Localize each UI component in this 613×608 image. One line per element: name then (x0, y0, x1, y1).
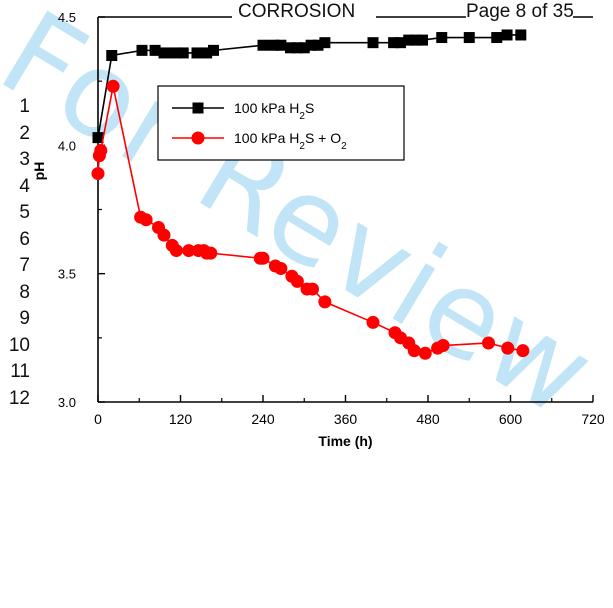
data-point (407, 344, 421, 358)
line-number: 9 (19, 308, 30, 329)
journal-title: CORROSION (238, 1, 356, 22)
line-number: 2 (19, 122, 30, 144)
data-point (388, 37, 400, 49)
data-point (366, 315, 380, 329)
data-point (291, 42, 303, 54)
data-point (201, 47, 213, 59)
data-point (268, 39, 280, 51)
x-tick-label: 480 (416, 411, 440, 427)
data-point (177, 47, 189, 59)
data-point (169, 244, 183, 258)
data-point (169, 47, 181, 59)
data-point (208, 44, 219, 56)
data-point (395, 37, 406, 49)
data-point (312, 39, 324, 51)
legend: 100 kPa H2S 100 kPa H2S + O2 (157, 85, 405, 161)
page-number: Page 8 of 35 (466, 1, 574, 22)
series-layer (91, 29, 530, 360)
data-point (182, 244, 196, 258)
data-point (106, 50, 118, 61)
data-point (275, 39, 287, 51)
data-point (515, 29, 527, 41)
line-number: 4 (19, 175, 30, 197)
data-point (257, 39, 269, 51)
data-point (136, 44, 148, 56)
axis-ticks: 0 120 240 360 480 600 720 3.0 3.5 4.0 4.5 (58, 10, 605, 427)
legend-marker (192, 102, 204, 114)
data-point (436, 32, 448, 44)
data-point (306, 282, 319, 296)
data-point (290, 274, 304, 288)
data-point (92, 132, 104, 144)
data-point (298, 42, 310, 54)
data-point (305, 39, 317, 51)
data-point (191, 47, 203, 59)
data-point (410, 34, 422, 46)
data-point (417, 34, 428, 46)
line-number: 12 (8, 387, 30, 409)
y-tick-label: 4.5 (58, 10, 76, 25)
data-point (256, 251, 270, 265)
line-number: 5 (19, 202, 30, 223)
line-number: 3 (19, 149, 30, 170)
data-point (436, 339, 450, 353)
line-number: 1 (19, 96, 30, 117)
legend-box (157, 85, 405, 161)
data-point (91, 167, 105, 181)
series-h2s-o2 (91, 79, 530, 360)
data-point (204, 246, 218, 260)
data-point (491, 32, 503, 44)
series-h2s (92, 29, 527, 144)
data-point (139, 213, 153, 227)
data-point (319, 37, 331, 49)
line-number: 8 (19, 281, 30, 303)
data-point (318, 295, 332, 309)
data-point (403, 34, 415, 46)
line-number: 6 (19, 228, 30, 250)
line-number: 10 (8, 334, 30, 356)
x-tick-label: 600 (499, 411, 523, 427)
data-point (463, 32, 475, 44)
plot-axes (97, 16, 593, 403)
line-numbers: 1 2 3 4 5 6 7 8 9 10 11 12 (4, 94, 34, 412)
legend-marker (191, 131, 205, 145)
ph-vs-time-chart: 0 120 240 360 480 600 720 3.0 3.5 4.0 4.5 100 kPa … (31, 10, 605, 449)
legend-label: 100 kPa H2S + O2 (234, 130, 347, 152)
data-point (274, 262, 288, 276)
line-number: 11 (10, 361, 30, 382)
x-tick-label: 120 (169, 411, 193, 427)
data-point (94, 143, 108, 157)
data-point (418, 346, 432, 360)
data-point (367, 37, 379, 49)
line-number: 7 (19, 255, 30, 276)
y-axis-label: pH (31, 162, 47, 181)
data-point (157, 228, 171, 242)
x-axis-label: Time (h) (318, 433, 372, 449)
legend-label: 100 kPa H2S (234, 100, 314, 122)
y-tick-label: 3.5 (58, 267, 76, 282)
data-point (149, 44, 161, 56)
y-tick-label: 3.0 (58, 395, 76, 410)
data-point (501, 341, 515, 355)
data-point (158, 47, 170, 59)
x-tick-label: 0 (94, 411, 102, 427)
data-point (285, 42, 296, 54)
y-tick-label: 4.0 (58, 138, 76, 153)
data-point (106, 79, 120, 93)
data-point (516, 344, 530, 358)
x-tick-label: 720 (581, 411, 605, 427)
data-point (501, 29, 513, 41)
x-tick-label: 360 (334, 411, 358, 427)
x-tick-label: 240 (251, 411, 275, 427)
data-point (482, 336, 495, 350)
